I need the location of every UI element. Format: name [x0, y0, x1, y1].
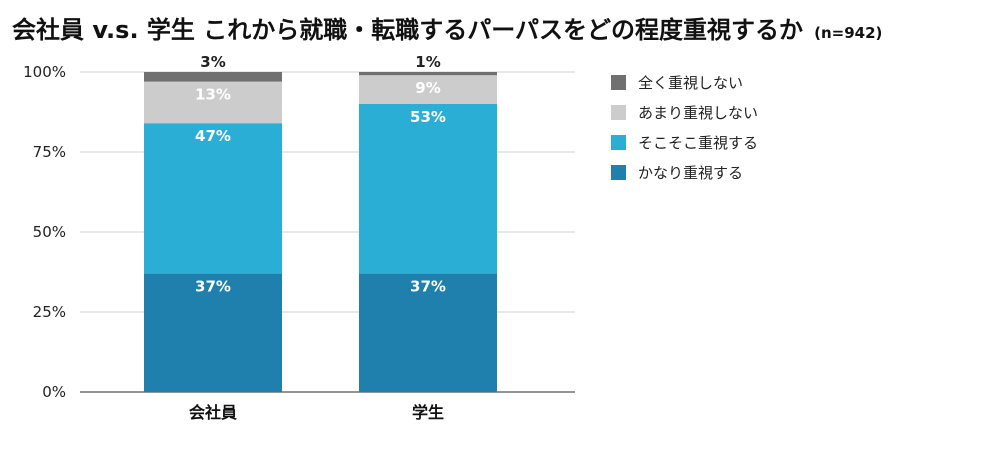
bar-segment	[359, 273, 497, 392]
bar-segment	[144, 81, 282, 124]
y-tick-label: 50%	[33, 223, 66, 241]
y-tick-label: 25%	[33, 303, 66, 321]
data-label: 37%	[195, 278, 231, 296]
legend-swatch	[611, 135, 626, 150]
y-tick-label: 100%	[23, 63, 66, 81]
legend-swatch	[611, 75, 626, 90]
legend-swatch	[611, 165, 626, 180]
bar-segment	[144, 72, 282, 82]
data-label: 1%	[415, 53, 440, 71]
chart-title: 会社員 v.s. 学生 これから就職・転職するパーパスをどの程度重視するか	[12, 16, 804, 44]
legend-swatch	[611, 105, 626, 120]
legend-label: かなり重視する	[638, 164, 743, 182]
legend-label: あまり重視しない	[638, 104, 758, 122]
chart-subtitle: (n=942)	[814, 24, 883, 42]
legend-label: 全く重視しない	[638, 74, 743, 92]
data-label: 37%	[410, 278, 446, 296]
y-tick-label: 0%	[42, 383, 66, 401]
data-label: 47%	[195, 127, 231, 145]
x-category-label: 会社員	[189, 403, 237, 422]
bar-segment	[359, 75, 497, 104]
y-tick-label: 75%	[33, 143, 66, 161]
data-label: 53%	[410, 108, 446, 126]
legend-label: そこそこ重視する	[638, 134, 758, 152]
bar-segment	[144, 123, 282, 274]
data-label: 9%	[415, 79, 440, 97]
data-label: 13%	[195, 86, 231, 104]
data-label: 3%	[200, 53, 225, 71]
bar-segment	[359, 72, 497, 76]
chart-title-block: 会社員 v.s. 学生 これから就職・転職するパーパスをどの程度重視するか (n…	[12, 10, 882, 45]
bar-segment	[144, 273, 282, 392]
x-category-label: 学生	[412, 403, 444, 422]
bar-segment	[359, 104, 497, 274]
